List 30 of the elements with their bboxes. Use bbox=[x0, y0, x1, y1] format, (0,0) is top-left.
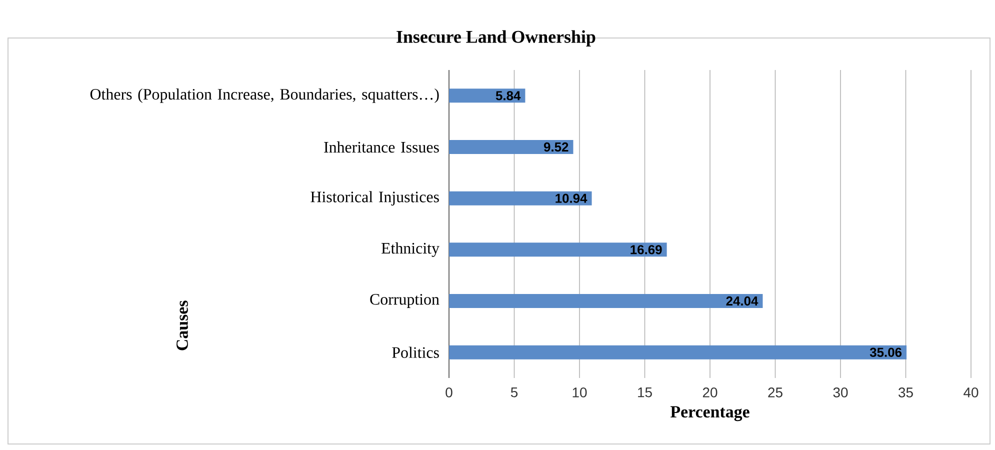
data-label: 9.52 bbox=[544, 142, 568, 152]
y-axis-title: Causes bbox=[176, 300, 188, 350]
y-tick-label: Ethnicity bbox=[381, 242, 440, 257]
x-tick-label: 30 bbox=[833, 388, 848, 398]
data-label: 16.69 bbox=[630, 245, 662, 254]
bar bbox=[449, 242, 667, 257]
bar bbox=[449, 294, 763, 308]
data-label: 35.06 bbox=[870, 348, 902, 357]
y-tick-label: Corruption bbox=[370, 294, 440, 308]
data-label: 24.04 bbox=[726, 296, 758, 306]
y-tick-label: Politics bbox=[392, 346, 439, 358]
x-tick-label: 15 bbox=[638, 388, 652, 398]
data-label: 10.94 bbox=[556, 194, 588, 203]
x-tick-label: 35 bbox=[898, 388, 913, 398]
x-tick-label: 40 bbox=[964, 388, 978, 398]
x-axis-title: Percentage bbox=[670, 406, 750, 422]
x-tick-label: 25 bbox=[768, 388, 782, 398]
y-tick-label: Inheritance Issues bbox=[324, 141, 439, 153]
x-tick-label: 20 bbox=[702, 388, 718, 398]
bar bbox=[449, 88, 526, 103]
x-tick-label: 5 bbox=[510, 388, 518, 398]
chart-title: Insecure Land Ownership bbox=[396, 30, 596, 47]
bar bbox=[449, 140, 574, 154]
bar bbox=[449, 191, 592, 206]
bar bbox=[449, 345, 907, 360]
data-label: 5.84 bbox=[496, 91, 521, 100]
y-tick-label: Historical Injustices bbox=[310, 191, 439, 206]
x-tick-label: 10 bbox=[572, 388, 587, 398]
x-tick-label: 0 bbox=[446, 388, 452, 398]
y-tick-label: Others (Population Increase, Boundaries, squatters…) bbox=[90, 88, 439, 103]
